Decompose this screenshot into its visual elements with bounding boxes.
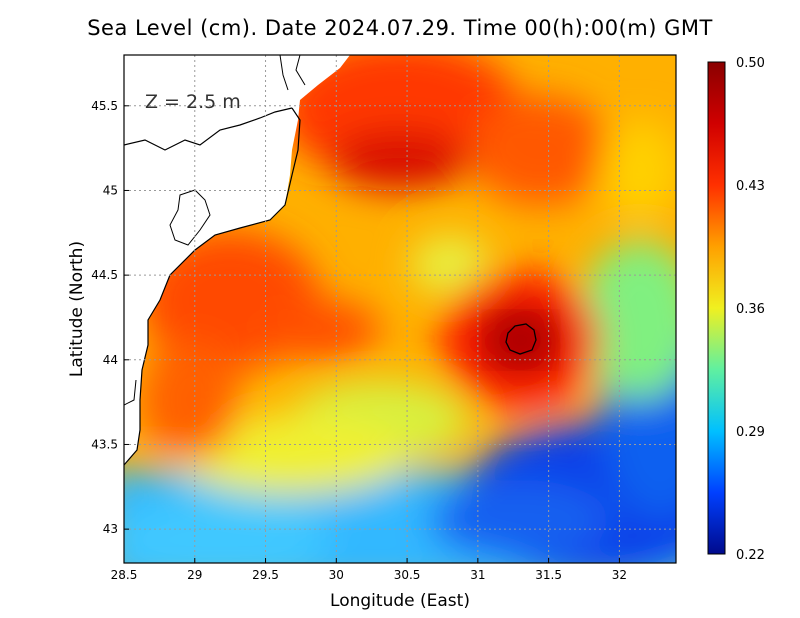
y-tick-label: 43.5 xyxy=(91,437,118,451)
x-ticks: 28.5 29 29.5 30 30.5 31 31.5 32 xyxy=(111,558,627,582)
border-line xyxy=(124,379,137,406)
y-tick-label: 44 xyxy=(103,353,118,367)
x-tick-label: 31.5 xyxy=(535,568,562,582)
y-tick-label: 45.5 xyxy=(91,99,118,113)
x-tick-label: 29 xyxy=(187,568,202,582)
colorbar-tick-label: 0.50 xyxy=(736,56,765,71)
x-tick-label: 30.5 xyxy=(394,568,421,582)
x-tick-label: 28.5 xyxy=(111,568,138,582)
max-contour xyxy=(505,323,537,355)
colorbar xyxy=(707,61,726,555)
x-axis-label: Longitude (East) xyxy=(330,591,470,611)
x-tick-label: 32 xyxy=(612,568,627,582)
page-title: Sea Level (cm). Date 2024.07.29. Time 00… xyxy=(87,16,713,40)
colorbar-tick-label: 0.29 xyxy=(736,425,765,440)
y-tick-label: 45 xyxy=(103,183,118,197)
colorbar-tick-label: 0.36 xyxy=(736,302,765,317)
colorbar-ticks: 0.50 0.43 0.36 0.29 0.22 xyxy=(736,56,765,563)
coastline xyxy=(124,107,301,466)
coastline-lake xyxy=(169,189,211,246)
plot-frame xyxy=(123,54,677,564)
x-tick-label: 29.5 xyxy=(252,568,279,582)
grid-lines xyxy=(124,55,676,563)
x-tick-label: 31 xyxy=(470,568,485,582)
depth-label: Z = 2.5 m xyxy=(145,91,241,113)
colorbar-tick-label: 0.43 xyxy=(736,179,765,194)
y-axis-label: Latitude (North) xyxy=(67,241,87,377)
y-tick-label: 44.5 xyxy=(91,268,118,282)
y-tick-label: 43 xyxy=(103,522,118,536)
land-mass xyxy=(124,55,350,465)
x-tick-label: 30 xyxy=(329,568,344,582)
coastline-river xyxy=(279,55,306,91)
y-ticks: 43 43.5 44 44.5 45 45.5 xyxy=(91,99,129,536)
colorbar-tick-label: 0.22 xyxy=(736,548,765,563)
sea-level-field xyxy=(124,55,676,563)
